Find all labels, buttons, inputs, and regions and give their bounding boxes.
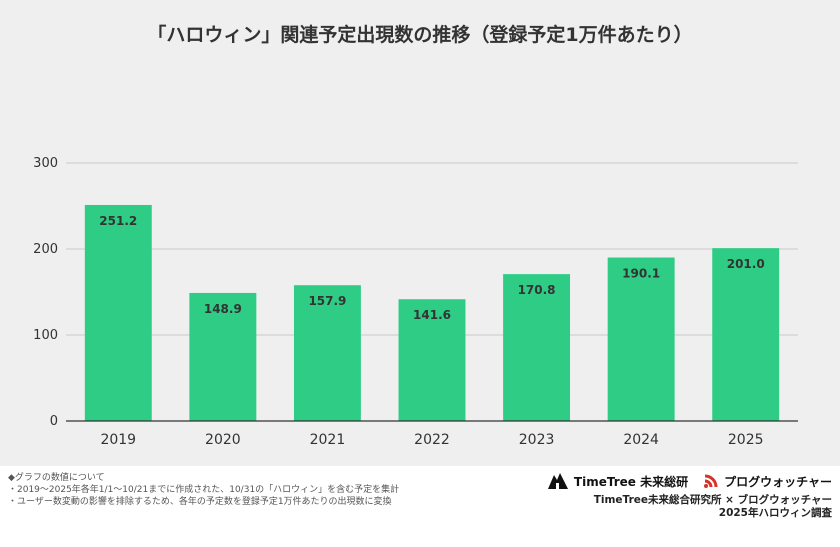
data-label: 251.2 xyxy=(99,214,137,228)
bar-2025 xyxy=(712,248,780,421)
footnote-line: ・ユーザー数変動の影響を排除するため、各年の予定数を登録予定1万件あたりの出現数… xyxy=(8,497,392,507)
blogwatcher-logo-text: プログウォッチャー xyxy=(724,474,832,489)
credits: TimeTree 未来総研 プログウォッチャー TimeTree未来総合研究所 … xyxy=(512,468,832,520)
footnote: ◆グラフの数値について ・2019〜2025年各年1/1〜10/21までに作成さ… xyxy=(8,472,508,508)
chart-title: 「ハロウィン」関連予定出現数の推移（登録予定1万件あたり） xyxy=(147,23,692,46)
logo-row: TimeTree 未来総研 プログウォッチャー xyxy=(512,468,832,494)
data-label: 141.6 xyxy=(413,308,451,322)
y-tick-label: 200 xyxy=(33,242,58,257)
data-label: 201.0 xyxy=(727,257,765,271)
bar-2019 xyxy=(84,204,152,421)
blogwatcher-logo: プログウォッチャー xyxy=(702,472,832,490)
data-label: 190.1 xyxy=(622,267,660,281)
y-tick-label: 100 xyxy=(33,328,58,343)
data-label: 148.9 xyxy=(204,302,242,316)
x-tick-label: 2025 xyxy=(728,432,764,448)
bar-chart: 「ハロウィン」関連予定出現数の推移（登録予定1万件あたり） 251.2 148.9… xyxy=(33,23,798,448)
data-label: 157.9 xyxy=(308,294,346,308)
x-tick-label: 2021 xyxy=(310,432,346,448)
axes: 0 100 200 300 2019 2020 2021 2022 2023 2024 2025 xyxy=(33,156,798,448)
x-tick-label: 2024 xyxy=(623,432,659,448)
x-tick-label: 2022 xyxy=(414,432,450,448)
bar-2023 xyxy=(503,274,571,421)
timetree-logo: TimeTree 未来総研 xyxy=(546,471,688,491)
credit-line-organizations: TimeTree未来総合研究所 × ブログウォッチャー xyxy=(593,494,832,506)
bar-2024 xyxy=(607,257,675,421)
signal-wave-icon xyxy=(704,474,718,488)
data-label: 170.8 xyxy=(518,283,556,297)
bars xyxy=(84,204,780,421)
y-tick-label: 0 xyxy=(50,414,58,429)
footnote-heading: ◆グラフの数値について xyxy=(8,473,105,483)
timetree-logo-text: TimeTree 未来総研 xyxy=(573,474,689,489)
plot-panel: 「ハロウィン」関連予定出現数の推移（登録予定1万件あたり） 251.2 148.9… xyxy=(0,0,840,466)
y-tick-label: 300 xyxy=(33,156,58,171)
x-tick-label: 2020 xyxy=(205,432,241,448)
credit-line-survey: 2025年ハロウィン調査 xyxy=(718,507,832,519)
x-tick-label: 2023 xyxy=(519,432,555,448)
bar-2022 xyxy=(398,299,466,421)
x-tick-label: 2019 xyxy=(100,432,136,448)
bar-2021 xyxy=(293,285,361,421)
timetree-tree-icon xyxy=(547,473,568,489)
bar-2020 xyxy=(189,292,257,421)
footnote-line: ・2019〜2025年各年1/1〜10/21までに作成された、10/31の「ハロ… xyxy=(8,485,400,495)
data-labels: 251.2 148.9 157.9 141.6 170.8 190.1 201.0 xyxy=(99,214,764,322)
